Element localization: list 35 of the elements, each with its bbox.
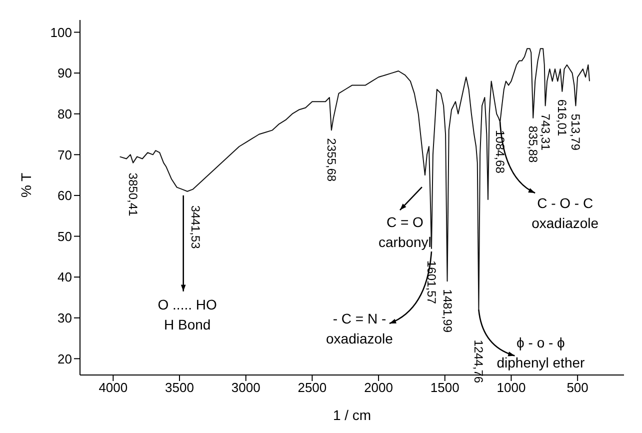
annotation: 3441,53 <box>188 205 202 250</box>
y-tick-label: 20 <box>58 351 72 366</box>
annotation: 3850,41 <box>126 172 140 217</box>
x-tick-label: 4000 <box>98 380 128 396</box>
annotation: O ..... HO H Bond <box>158 296 218 332</box>
annotation: 743,31 <box>538 114 552 151</box>
annotation: C = O carbonyl <box>378 214 432 250</box>
y-axis-title: % T <box>18 172 34 198</box>
x-tick-label: 1000 <box>496 380 526 396</box>
annotation: 1601,57 <box>424 260 438 304</box>
x-tick-label: 500 <box>566 380 588 396</box>
annotation: 1084,68 <box>493 130 508 174</box>
x-tick-label: 2000 <box>364 380 393 396</box>
y-tick-label: 70 <box>58 147 72 162</box>
y-tick-label: 40 <box>58 270 72 285</box>
x-tick-label: 2500 <box>298 380 327 396</box>
annotation: 616,01 <box>555 99 570 136</box>
annotation: 2355,68 <box>324 138 338 182</box>
x-tick-label: 3000 <box>231 380 260 396</box>
annotation: 1481,99 <box>440 289 454 333</box>
y-tick-label: 90 <box>58 66 72 81</box>
x-tick-label: 3500 <box>165 380 194 396</box>
annotation: - C = N - oxadiazole <box>326 310 394 347</box>
y-tick-label: 100 <box>50 24 72 40</box>
annotation: ϕ - o - ϕ diphenyl ether <box>496 334 586 371</box>
annotation: 1244,76 <box>472 340 486 384</box>
y-tick-label: 30 <box>58 310 72 326</box>
x-axis-title: 1 / cm <box>332 407 372 423</box>
annotation: C - O - C oxadiazole <box>532 195 599 232</box>
annotation: 513,79 <box>568 114 583 151</box>
annotation: 835,88 <box>526 126 540 163</box>
y-tick-label: 50 <box>58 228 72 244</box>
x-tick-label: 1500 <box>430 380 460 396</box>
y-tick-label: 80 <box>58 106 72 122</box>
y-tick-label: 60 <box>58 188 72 204</box>
